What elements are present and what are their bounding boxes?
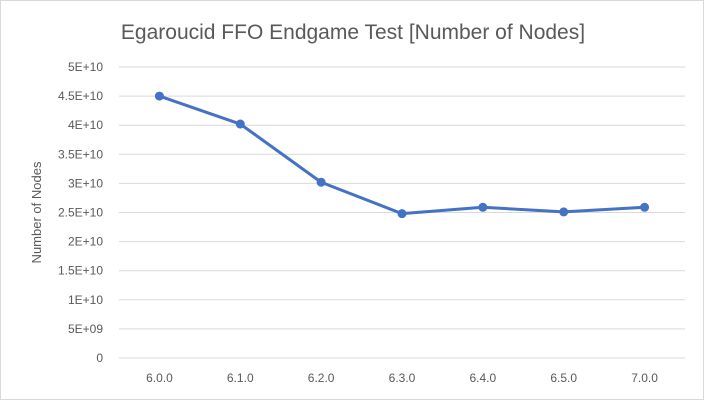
- chart-title: Egaroucid FFO Endgame Test [Number of No…: [121, 21, 585, 44]
- y-tick-label: 3E+10: [68, 176, 103, 190]
- y-tick-label: 4E+10: [68, 118, 103, 132]
- y-axis-ticks: 0 5E+09 1E+10 1.5E+10 2E+10 2.5E+10 3E+10 3.5E+…: [58, 60, 103, 365]
- y-tick-label: 2.5E+10: [58, 206, 103, 220]
- x-tick-label: 6.3.0: [389, 371, 416, 385]
- x-tick-label: 6.0.0: [146, 371, 173, 385]
- x-tick-label: 6.1.0: [227, 371, 254, 385]
- y-tick-label: 2E+10: [68, 235, 103, 249]
- x-tick-label: 6.4.0: [470, 371, 497, 385]
- data-point: [640, 202, 650, 212]
- data-point: [316, 177, 326, 187]
- data-point: [235, 119, 245, 129]
- series-line: [157, 94, 647, 216]
- data-point: [154, 91, 164, 101]
- y-tick-label: 5E+09: [68, 322, 103, 336]
- y-tick-label: 1E+10: [68, 293, 103, 307]
- data-point: [559, 207, 569, 217]
- data-point: [397, 209, 407, 219]
- y-tick-label: 4.5E+10: [58, 89, 103, 103]
- x-axis-ticks: 6.0.0 6.1.0 6.2.0 6.3.0 6.4.0 6.5.0 7.0.0: [146, 371, 658, 385]
- series-lines: [157, 94, 647, 216]
- y-tick-label: 1.5E+10: [58, 264, 103, 278]
- x-tick-label: 7.0.0: [631, 371, 658, 385]
- y-tick-label: 5E+10: [68, 60, 103, 74]
- x-tick-label: 6.2.0: [308, 371, 335, 385]
- x-tick-label: 6.5.0: [550, 371, 577, 385]
- series-points: [154, 91, 650, 219]
- y-tick-label: 0: [96, 351, 103, 365]
- data-point: [478, 202, 488, 212]
- y-tick-label: 3.5E+10: [58, 147, 103, 161]
- y-axis-label: Number of Nodes: [29, 161, 44, 263]
